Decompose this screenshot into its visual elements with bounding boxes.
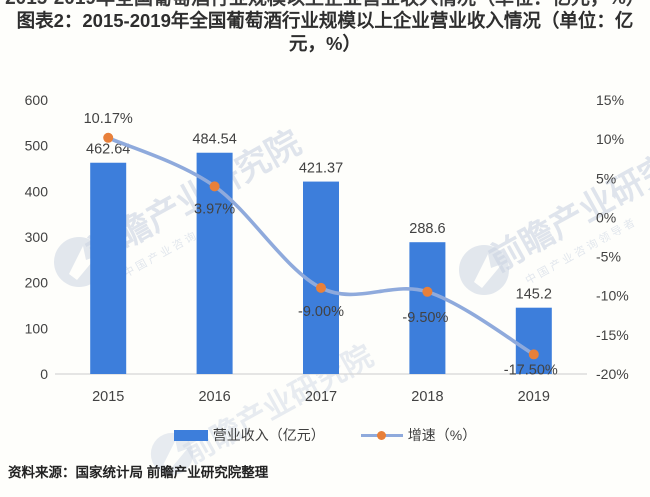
right-axis-tick-label: 0% — [596, 209, 616, 225]
growth-value-label: -9.00% — [298, 304, 344, 320]
bar-2017 — [303, 181, 339, 374]
bar-value-label: 421.37 — [299, 161, 343, 177]
bar-value-label: 462.64 — [86, 142, 130, 158]
bar-value-label: 288.6 — [409, 221, 445, 237]
growth-value-label: -9.50% — [402, 310, 448, 326]
chart-legend: 营业收入（亿元） 增速（%） — [0, 425, 650, 445]
left-axis-tick-label: 600 — [25, 92, 49, 108]
x-axis-category-label: 2018 — [411, 389, 443, 405]
growth-marker-2016 — [209, 181, 220, 192]
growth-marker-2018 — [422, 286, 433, 297]
source-note: 资料来源：国家统计局 前瞻产业研究院整理 — [8, 465, 269, 480]
bar-2018 — [409, 242, 446, 374]
top-clipped-text: 2015-2019年全国葡萄酒行业规模以上企业营业收入情况（单位：亿元，%） — [0, 0, 650, 7]
right-axis-tick-label: 15% — [596, 92, 624, 108]
left-axis-tick-label: 500 — [25, 138, 49, 154]
right-axis-tick-label: -5% — [596, 249, 621, 265]
right-axis-tick-label: 10% — [596, 131, 624, 147]
bar-2015 — [90, 162, 127, 374]
growth-marker-2019 — [528, 349, 539, 360]
right-axis-tick-label: 5% — [596, 170, 616, 186]
left-axis-tick-label: 100 — [25, 320, 49, 336]
left-axis-tick-label: 300 — [25, 229, 49, 245]
legend-item-revenue: 营业收入（亿元） — [173, 425, 325, 445]
right-axis-tick-label: -10% — [596, 288, 629, 304]
bar-swatch-icon — [173, 429, 208, 441]
left-axis-tick-label: 200 — [25, 275, 49, 291]
growth-value-label: 10.17% — [84, 111, 133, 127]
growth-value-label: -17.50% — [504, 362, 558, 378]
left-axis-tick-label: 400 — [25, 183, 49, 199]
x-axis-category-label: 2016 — [198, 389, 230, 405]
right-axis-tick-label: -15% — [596, 327, 629, 343]
line-swatch-marker-icon — [376, 430, 386, 440]
top-clipped-text-content: 2015-2019年全国葡萄酒行业规模以上企业营业收入情况（单位：亿元，%） — [0, 0, 650, 7]
x-axis-category-label: 2015 — [92, 389, 124, 405]
growth-marker-2017 — [316, 282, 326, 293]
x-axis-category-label: 2019 — [518, 389, 550, 405]
growth-value-label: 3.97% — [194, 201, 235, 217]
bar-2019 — [515, 307, 552, 374]
bar-value-label: 484.54 — [192, 132, 236, 148]
x-axis-category-label: 2017 — [305, 389, 337, 405]
line-swatch-icon — [360, 430, 403, 441]
right-axis-tick-label: -20% — [596, 366, 629, 382]
legend-item-growth: 增速（%） — [360, 425, 477, 445]
legend-label-revenue: 营业收入（亿元） — [212, 427, 325, 443]
legend-label-growth: 增速（%） — [407, 427, 477, 443]
bar-value-label: 145.2 — [516, 287, 552, 303]
growth-marker-2015 — [103, 132, 114, 143]
left-axis-tick-label: 0 — [40, 366, 48, 382]
chart-title: 图表2：2015-2019年全国葡萄酒行业规模以上企业营业收入情况（单位：亿元，… — [16, 10, 634, 55]
